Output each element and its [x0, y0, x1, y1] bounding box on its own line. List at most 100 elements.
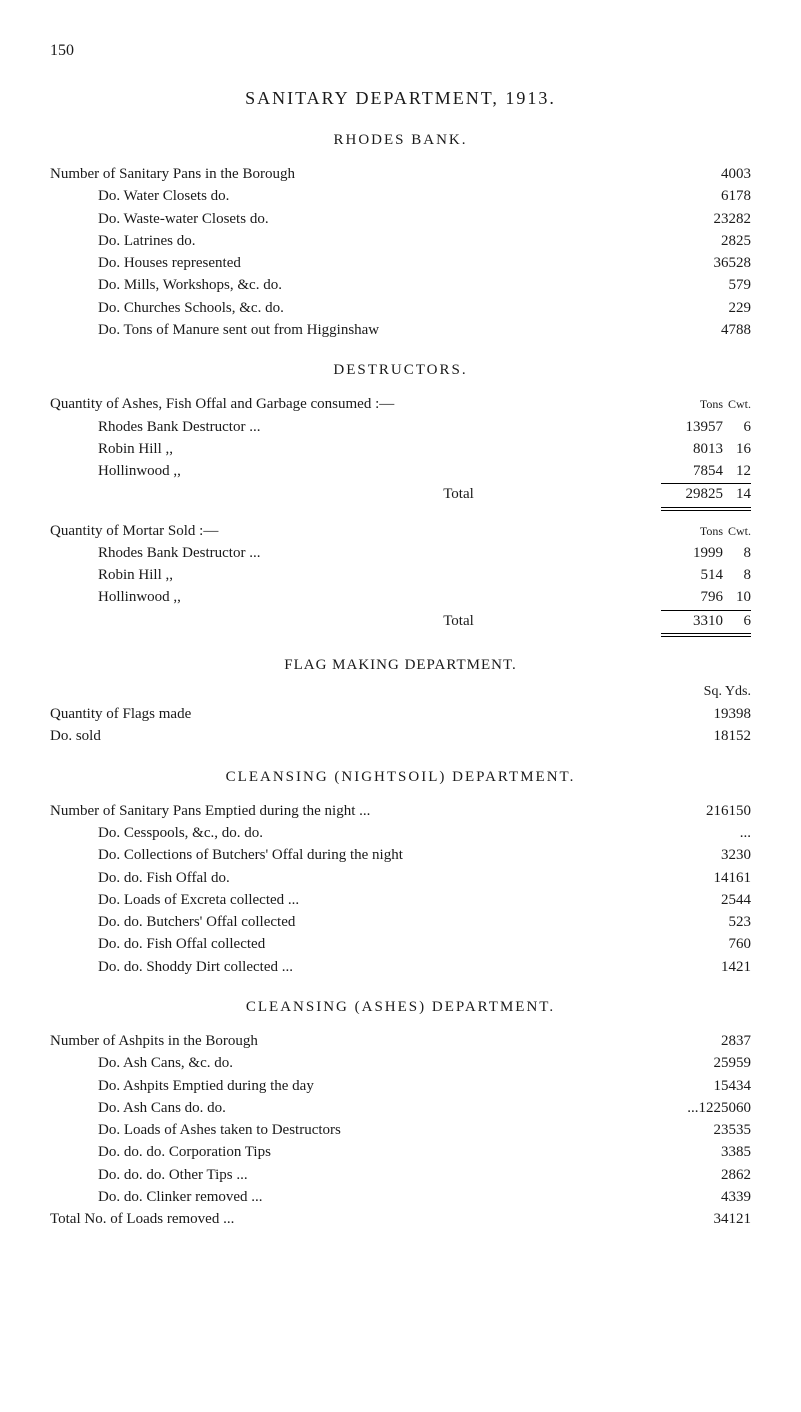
row-label: Do. do. Clinker removed ... — [98, 1187, 671, 1207]
total-label: Total — [50, 484, 667, 504]
row-value: 15434 — [671, 1076, 751, 1096]
row-tons: 7854 — [667, 461, 723, 481]
table-row: Number of Ashpits in the Borough 2837 — [50, 1031, 751, 1051]
row-label: Do. do. Fish Offal collected — [98, 934, 671, 954]
table-row: Robin Hill ,, 8013 16 — [50, 439, 751, 459]
flag-title: FLAG MAKING DEPARTMENT. — [50, 655, 751, 675]
row-cwt: 16 — [723, 439, 751, 459]
table-row: Do. do. do. Corporation Tips 3385 — [50, 1142, 751, 1162]
row-value: 760 — [671, 934, 751, 954]
row-value: 23535 — [671, 1120, 751, 1140]
table-row: Do. Loads of Ashes taken to Destructors … — [50, 1120, 751, 1140]
table-row: Do. do. Clinker removed ... 4339 — [50, 1187, 751, 1207]
table-row: Do. Cesspools, &c., do. do. ... — [50, 823, 751, 843]
row-label: Do. Loads of Ashes taken to Destructors — [98, 1120, 671, 1140]
row-label: Rhodes Bank Destructor ... — [98, 417, 667, 437]
row-label: Robin Hill ,, — [98, 565, 667, 585]
table-row: Do. Collections of Butchers' Offal durin… — [50, 845, 751, 865]
row-value: 14161 — [671, 868, 751, 888]
table-row: Rhodes Bank Destructor ... 1999 8 — [50, 543, 751, 563]
row-value: 2862 — [671, 1165, 751, 1185]
row-label: Do. Waste-water Closets do. — [98, 209, 671, 229]
row-cwt: 8 — [723, 543, 751, 563]
table-row: Rhodes Bank Destructor ... 13957 6 — [50, 417, 751, 437]
unit-label: Sq. Yds. — [50, 683, 751, 702]
col-header-cwt: Cwt. — [723, 523, 751, 539]
page-number: 150 — [50, 40, 751, 62]
row-label: Do. do. do. Other Tips ... — [98, 1165, 671, 1185]
nightsoil-title: CLEANSING (NIGHTSOIL) DEPARTMENT. — [50, 767, 751, 787]
row-label: Do. Loads of Excreta collected ... — [98, 890, 671, 910]
table-row: Do. Tons of Manure sent out from Higgins… — [50, 320, 751, 340]
table-row: Hollinwood ,, 796 10 — [50, 587, 751, 607]
ashes-block: Number of Ashpits in the Borough 2837 Do… — [50, 1031, 751, 1229]
table-row: Do. Loads of Excreta collected ... 2544 — [50, 890, 751, 910]
col-header-tons: Tons — [667, 523, 723, 539]
table-row: Do. do. do. Other Tips ... 2862 — [50, 1165, 751, 1185]
total-row: Total 29825 14 — [50, 484, 751, 504]
row-value: 229 — [671, 298, 751, 318]
row-value: 3230 — [671, 845, 751, 865]
row-value: 4339 — [671, 1187, 751, 1207]
total-cwt: 6 — [723, 611, 751, 631]
row-label: Quantity of Ashes, Fish Offal and Garbag… — [50, 394, 667, 414]
row-label: Do. Ashpits Emptied during the day — [98, 1076, 671, 1096]
table-row: Do. Churches Schools, &c. do. 229 — [50, 298, 751, 318]
row-label: Do. Water Closets do. — [98, 186, 671, 206]
row-tons: 13957 — [667, 417, 723, 437]
row-cwt: 12 — [723, 461, 751, 481]
destructors-block1: Quantity of Ashes, Fish Offal and Garbag… — [50, 394, 751, 510]
table-row: Do. Ashpits Emptied during the day 15434 — [50, 1076, 751, 1096]
table-row: Number of Sanitary Pans in the Borough 4… — [50, 164, 751, 184]
table-row: Do. Ash Cans do. do. ...1225060 — [50, 1098, 751, 1118]
row-label: Hollinwood ,, — [98, 587, 667, 607]
table-row: Do. Latrines do. 2825 — [50, 231, 751, 251]
row-value: 4003 — [671, 164, 751, 184]
row-label: Number of Sanitary Pans in the Borough — [50, 164, 671, 184]
total-label: Total — [50, 611, 667, 631]
row-label: Do. Mills, Workshops, &c. do. — [98, 275, 671, 295]
row-tons: 8013 — [667, 439, 723, 459]
row-label: Quantity of Mortar Sold :— — [50, 521, 667, 541]
row-label: Do. Churches Schools, &c. do. — [98, 298, 671, 318]
row-tons: 796 — [667, 587, 723, 607]
row-label: Do. Ash Cans do. do. — [98, 1098, 671, 1118]
row-label: Do. do. Butchers' Offal collected — [98, 912, 671, 932]
row-label: Do. Collections of Butchers' Offal durin… — [98, 845, 671, 865]
row-label: Do. Tons of Manure sent out from Higgins… — [98, 320, 671, 340]
table-row: Do. Houses represented 36528 — [50, 253, 751, 273]
rule-line — [661, 633, 751, 637]
row-value: 579 — [671, 275, 751, 295]
ashes-title: CLEANSING (ASHES) DEPARTMENT. — [50, 997, 751, 1017]
row-value: 23282 — [671, 209, 751, 229]
table-row: Do. Mills, Workshops, &c. do. 579 — [50, 275, 751, 295]
row-cwt: 6 — [723, 417, 751, 437]
row-value: 1421 — [671, 957, 751, 977]
row-label: Do. Ash Cans, &c. do. — [98, 1053, 671, 1073]
row-value: ... — [671, 823, 751, 843]
flag-block: Quantity of Flags made 19398 Do. sold 18… — [50, 704, 751, 747]
table-row: Robin Hill ,, 514 8 — [50, 565, 751, 585]
row-value: 6178 — [671, 186, 751, 206]
destructors-block2: Quantity of Mortar Sold :— Tons Cwt. Rho… — [50, 521, 751, 637]
row-label: Number of Sanitary Pans Emptied during t… — [50, 801, 671, 821]
row-label: Do. Houses represented — [98, 253, 671, 273]
dept-title: SANITARY DEPARTMENT, 1913. — [50, 86, 751, 110]
row-value: 2544 — [671, 890, 751, 910]
row-value: 4788 — [671, 320, 751, 340]
table-row: Hollinwood ,, 7854 12 — [50, 461, 751, 481]
table-row: Do. do. Butchers' Offal collected 523 — [50, 912, 751, 932]
table-row: Do. Ash Cans, &c. do. 25959 — [50, 1053, 751, 1073]
row-value: 523 — [671, 912, 751, 932]
row-tons: 514 — [667, 565, 723, 585]
rhodes-bank-title: RHODES BANK. — [50, 130, 751, 150]
row-cwt: 10 — [723, 587, 751, 607]
row-label: Quantity of Flags made — [50, 704, 671, 724]
table-row: Do. Waste-water Closets do. 23282 — [50, 209, 751, 229]
row-value: 34121 — [671, 1209, 751, 1229]
row-value: 19398 — [671, 704, 751, 724]
row-label: Total No. of Loads removed ... — [50, 1209, 671, 1229]
row-label: Do. Cesspools, &c., do. do. — [98, 823, 671, 843]
col-header-tons: Tons — [667, 396, 723, 412]
destructors-title: DESTRUCTORS. — [50, 360, 751, 380]
